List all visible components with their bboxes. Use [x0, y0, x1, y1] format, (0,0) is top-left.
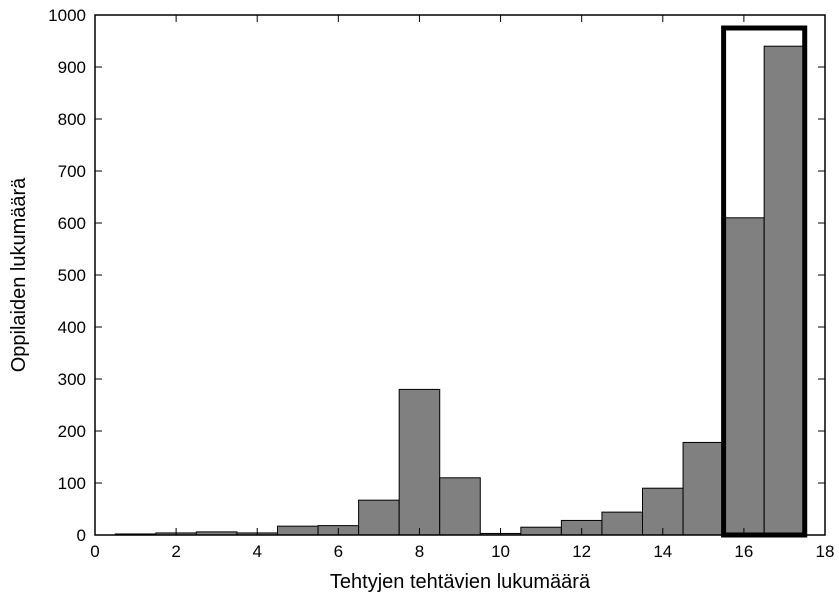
- bar-16: [723, 217, 765, 536]
- x-tick-label: 0: [90, 542, 99, 561]
- bar-8: [398, 388, 441, 536]
- highlight-box: [721, 25, 808, 538]
- x-tick-label: 6: [334, 542, 343, 561]
- y-tick-label: 300: [58, 370, 86, 389]
- x-tick-label: 8: [415, 542, 424, 561]
- y-tick-label: 200: [58, 422, 86, 441]
- y-axis-label: Oppilaiden lukumäärä: [8, 177, 30, 372]
- y-tick-label: 0: [77, 526, 86, 545]
- bar-9: [439, 477, 481, 536]
- x-tick-label: 12: [572, 542, 591, 561]
- x-axis-label: Tehtyjen tehtävien lukumäärä: [330, 571, 591, 593]
- bar-5: [277, 525, 319, 536]
- axis-ticks: 0 2 4 6 8 10 12 14 16 18 0 100 200 300 400 500 600 700 800…: [48, 6, 834, 561]
- bar-14: [642, 487, 684, 536]
- y-tick-label: 500: [58, 266, 86, 285]
- bar-11: [520, 526, 562, 536]
- x-tick-label: 4: [252, 542, 261, 561]
- y-tick-label: 900: [58, 58, 86, 77]
- bar-17: [763, 45, 806, 536]
- x-tick-label: 14: [653, 542, 672, 561]
- y-tick-label: 800: [58, 110, 86, 129]
- y-tick-label: 400: [58, 318, 86, 337]
- y-tick-label: 100: [58, 474, 86, 493]
- x-tick-label: 10: [491, 542, 510, 561]
- y-tick-label: 700: [58, 162, 86, 181]
- x-tick-label: 18: [816, 542, 835, 561]
- bar-7: [358, 499, 400, 536]
- bar-15: [682, 441, 725, 536]
- y-tick-label: 600: [58, 214, 86, 233]
- x-tick-label: 2: [171, 542, 180, 561]
- bars-group: [114, 45, 806, 536]
- x-tick-label: 16: [734, 542, 753, 561]
- bar-13: [601, 511, 644, 536]
- y-tick-label: 1000: [48, 6, 86, 25]
